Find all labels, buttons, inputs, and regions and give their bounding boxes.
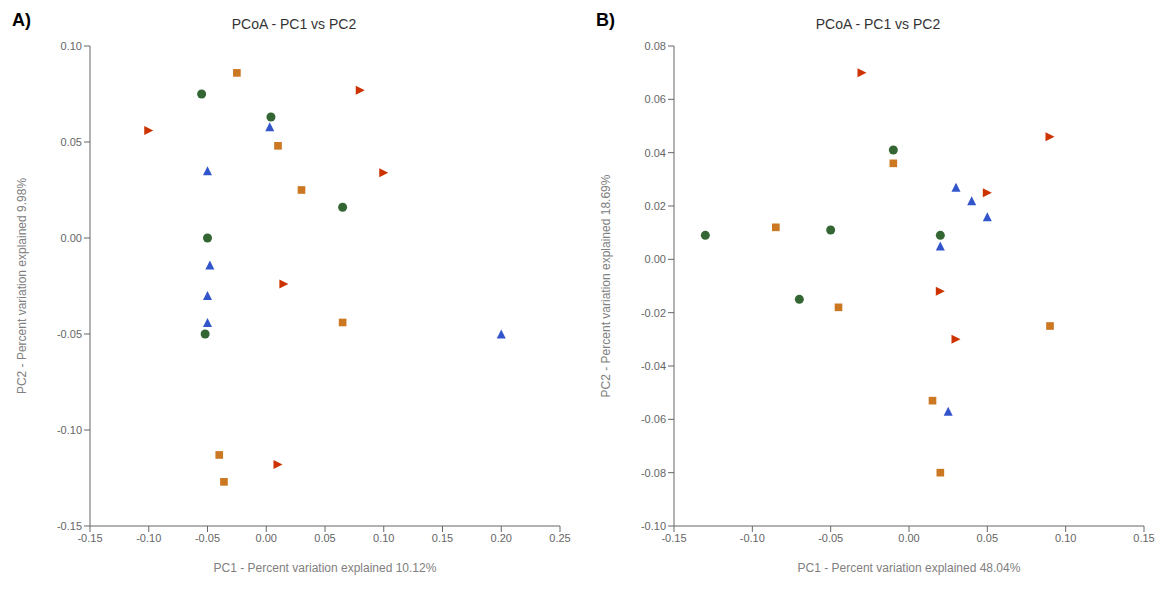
svg-text:PC2 - Percent variation explai: PC2 - Percent variation explained 18.69%: [599, 174, 613, 397]
svg-text:-0.05: -0.05: [195, 532, 220, 544]
svg-text:-0.15: -0.15: [661, 532, 686, 544]
svg-text:0.25: 0.25: [549, 532, 570, 544]
svg-text:0.10: 0.10: [61, 40, 82, 52]
svg-text:0.10: 0.10: [373, 532, 394, 544]
svg-text:0.00: 0.00: [898, 532, 919, 544]
html-text:PCoA - PC1 vs PC2: PCoA - PC1 vs PC2: [815, 16, 941, 32]
svg-text:0.04: 0.04: [645, 147, 666, 159]
svg-text:-0.06: -0.06: [641, 413, 666, 425]
svg-text:0.00: 0.00: [645, 253, 666, 265]
html-text:B): B): [596, 10, 615, 30]
svg-text:PC1 - Percent variation explai: PC1 - Percent variation explained 48.04%: [798, 561, 1021, 575]
svg-text:0.15: 0.15: [432, 532, 453, 544]
svg-text:-0.04: -0.04: [641, 360, 666, 372]
svg-text:0.10: 0.10: [1055, 532, 1076, 544]
html-text:PCoA - PC1 vs PC2: PCoA - PC1 vs PC2: [231, 16, 357, 32]
svg-text:0.06: 0.06: [645, 93, 666, 105]
svg-text:-0.15: -0.15: [77, 532, 102, 544]
svg-text:-0.10: -0.10: [136, 532, 161, 544]
svg-text:0.00: 0.00: [256, 532, 277, 544]
svg-text:0.08: 0.08: [645, 40, 666, 52]
svg-text:0.05: 0.05: [61, 136, 82, 148]
svg-text:-0.08: -0.08: [641, 467, 666, 479]
svg-text:-0.10: -0.10: [641, 520, 666, 532]
svg-text:-0.10: -0.10: [57, 424, 82, 436]
svg-text:0.05: 0.05: [314, 532, 335, 544]
svg-text:-0.05: -0.05: [57, 328, 82, 340]
svg-text:-0.02: -0.02: [641, 307, 666, 319]
svg-text:0.05: 0.05: [977, 532, 998, 544]
svg-text:PC2 - Percent variation explai: PC2 - Percent variation explained 9.98%: [15, 178, 29, 394]
svg-text:-0.15: -0.15: [57, 520, 82, 532]
svg-text:0.02: 0.02: [645, 200, 666, 212]
html-text:A): A): [12, 10, 31, 30]
svg-text:0.00: 0.00: [61, 232, 82, 244]
svg-text:0.20: 0.20: [491, 532, 512, 544]
svg-text:0.15: 0.15: [1133, 532, 1154, 544]
svg-text:-0.05: -0.05: [818, 532, 843, 544]
svg-text:PC1 - Percent variation explai: PC1 - Percent variation explained 10.12%: [214, 561, 437, 575]
svg-text:-0.10: -0.10: [740, 532, 765, 544]
